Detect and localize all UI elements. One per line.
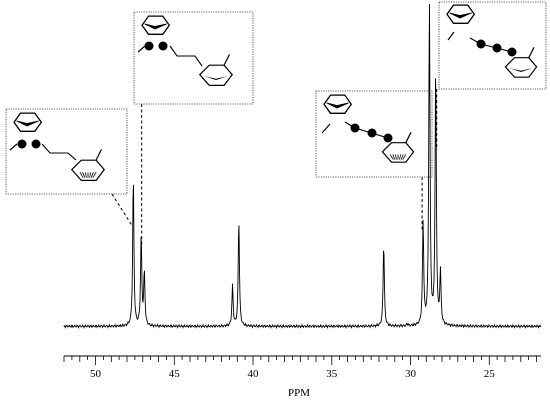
structure-c [315,90,433,178]
spectrum-trace [63,3,542,330]
hash-bond [90,172,94,178]
hash-bond [92,172,97,178]
methyl-bond [447,31,455,41]
hash-bond [79,172,84,178]
methyl-bond [528,47,535,58]
x-tick-label: 50 [90,368,102,380]
hash-bond [392,154,396,160]
structure-d [438,1,547,90]
structure-a [5,108,128,195]
methyl-bond [95,149,103,161]
chain-bond [354,127,389,139]
hash-bond [89,172,92,178]
hash-bond [84,172,87,178]
x-tick-label: 25 [484,368,496,380]
ring-outline [504,57,538,78]
x-tick-label: 45 [169,368,181,380]
x-tick-label: 30 [405,368,417,380]
hash-bond [389,154,394,160]
x-axis-label: PPM [288,387,310,399]
bridge-wedge [326,102,349,109]
bridge-wedge [449,12,472,19]
chain-bond [41,143,77,161]
methyl-bond [405,132,412,143]
hash-bond [82,172,86,178]
ring-outline [13,112,43,132]
bridge-wedge [509,68,533,72]
methyl-bond [137,45,146,53]
structure-annotations [5,1,547,245]
ring-outline [141,15,171,35]
marked-carbon [17,139,27,149]
x-axis-ticks: 50 45 40 35 30 25 [63,356,537,380]
chain-bond [169,45,203,67]
hash-bond [395,154,397,160]
bridge-wedge [203,76,229,80]
structure-box [5,108,128,195]
hash-bond [402,154,407,160]
methyl-bond [223,54,231,66]
chain-bond [469,37,482,45]
leader-line [111,193,133,227]
bridge-wedge [16,120,39,127]
hash-bond [400,154,404,160]
marked-carbon [144,41,154,51]
methyl-bond [9,143,18,151]
ring-outline [446,4,476,24]
marked-carbon [31,139,41,149]
hash-bond [399,154,401,160]
chain-bond [480,43,513,53]
x-tick-label: 40 [248,368,260,380]
methyl-bond [321,123,331,134]
marked-carbon [158,41,168,51]
bridge-wedge [144,23,167,30]
x-tick-label: 35 [326,368,338,380]
chain-bond [344,121,356,129]
ring-outline [323,94,353,114]
structure-b [133,11,254,105]
ring-outline [198,64,233,87]
ring-outline [70,159,105,181]
ring-outline [381,142,415,163]
